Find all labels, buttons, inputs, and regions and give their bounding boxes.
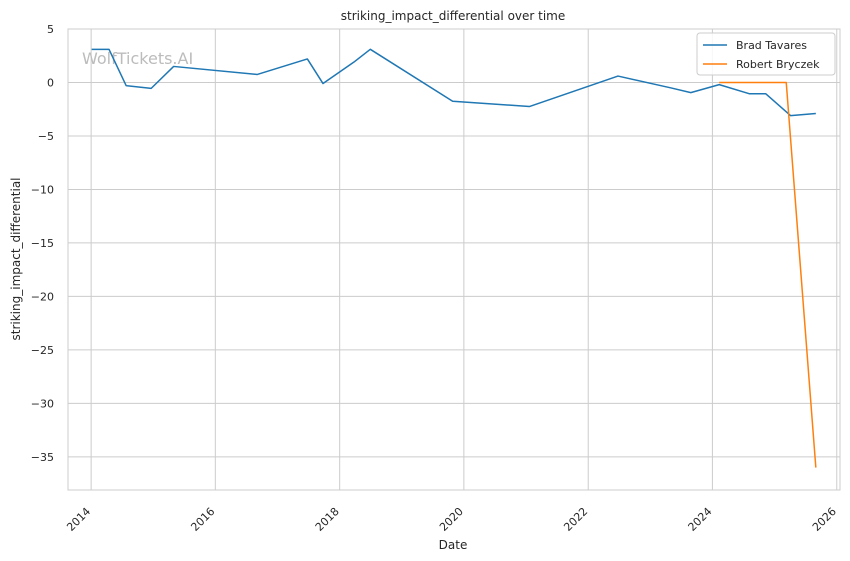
x-tick-label: 2024 bbox=[686, 505, 715, 534]
x-tick-label: 2020 bbox=[437, 505, 466, 534]
x-axis-label: Date bbox=[439, 538, 468, 552]
x-tick-label: 2016 bbox=[188, 505, 217, 534]
y-tick-label: −10 bbox=[31, 183, 54, 196]
x-tick-label: 2018 bbox=[313, 505, 342, 534]
plot-frame bbox=[67, 28, 841, 491]
legend-label-robert-bryczek: Robert Bryczek bbox=[736, 58, 820, 71]
series-layer bbox=[91, 48, 817, 468]
y-tick-label: −15 bbox=[31, 237, 54, 250]
legend-frame bbox=[696, 32, 836, 76]
plot-area bbox=[68, 29, 840, 490]
y-tick-label: −30 bbox=[31, 397, 54, 410]
y-tick-label: −25 bbox=[31, 344, 54, 357]
y-tick-label: 5 bbox=[47, 23, 54, 36]
y-tick-label: −20 bbox=[31, 290, 54, 303]
y-axis-label: striking_impact_differential bbox=[9, 177, 23, 340]
y-tick-label: −5 bbox=[38, 130, 54, 143]
y-tick-label: −35 bbox=[31, 451, 54, 464]
watermark: WolfTickets.AI bbox=[82, 49, 193, 68]
series-line-brad-tavares bbox=[91, 48, 816, 117]
x-tick-label: 2022 bbox=[561, 505, 590, 534]
x-tick-label: 2026 bbox=[810, 505, 839, 534]
legend-label-brad-tavares: Brad Tavares bbox=[736, 39, 807, 52]
series-line-robert-bryczek bbox=[719, 81, 817, 468]
x-tick-labels: 2014 2016 2018 2020 2022 2024 2026 bbox=[64, 505, 839, 534]
chart-title: striking_impact_differential over time bbox=[341, 9, 566, 23]
x-tick-label: 2014 bbox=[64, 505, 93, 534]
legend: Brad Tavares Robert Bryczek bbox=[696, 32, 836, 76]
y-tick-label: 0 bbox=[47, 76, 54, 89]
grid bbox=[68, 28, 840, 490]
y-tick-labels: 5 0 −5 −10 −15 −20 −25 −30 −35 bbox=[31, 23, 54, 464]
